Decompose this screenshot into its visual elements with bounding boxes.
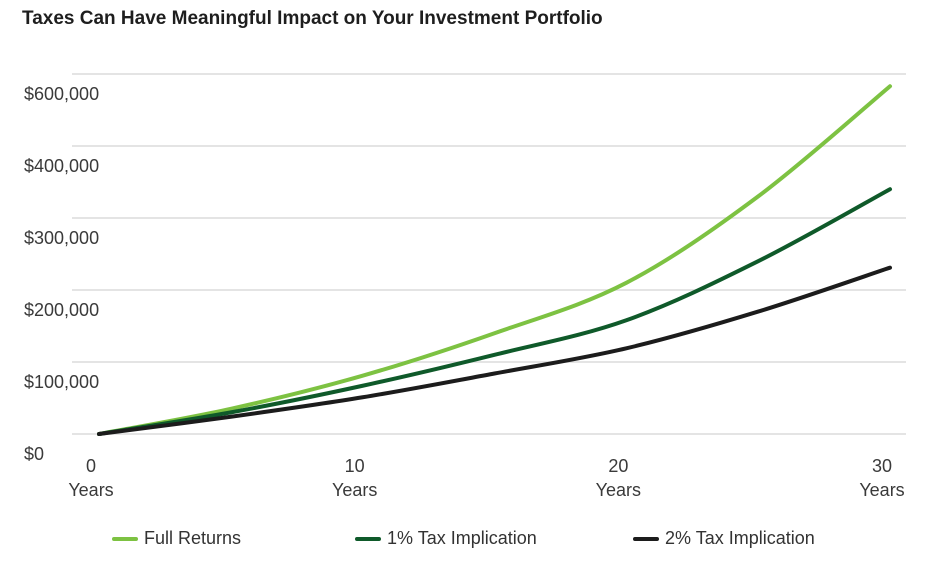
series-lines: [97, 84, 892, 436]
y-tick-label: $100,000: [24, 372, 99, 392]
x-tick-label: 10: [345, 456, 365, 476]
legend-swatch: [633, 536, 659, 541]
y-tick-label: $300,000: [24, 228, 99, 248]
legend-item: 2% Tax Implication: [633, 528, 815, 549]
y-tick-label: $400,000: [24, 156, 99, 176]
x-tick-sublabel: Years: [68, 480, 113, 500]
line-chart: $0 $100,000 $200,000 $300,000 $400,000 $600,0…: [24, 73, 906, 500]
y-tick-label: $200,000: [24, 300, 99, 320]
legend-label: 1% Tax Implication: [387, 528, 537, 548]
x-tick-label: 0: [86, 456, 96, 476]
x-tick-sublabel: Years: [859, 480, 904, 500]
series-line-2: [97, 187, 892, 436]
chart-title: Taxes Can Have Meaningful Impact on Your…: [22, 8, 603, 29]
x-tick-label: 30: [872, 456, 892, 476]
series-line-3: [97, 265, 892, 436]
series-line-1: [97, 84, 892, 436]
legend-swatch: [355, 536, 381, 541]
y-tick-label: $0: [24, 444, 44, 464]
x-tick-sublabel: Years: [332, 480, 377, 500]
gridlines: [72, 73, 906, 435]
legend-label: 2% Tax Implication: [665, 528, 815, 548]
legend-item: 1% Tax Implication: [355, 528, 537, 549]
x-tick-label: 20: [608, 456, 628, 476]
x-tick-sublabel: Years: [596, 480, 641, 500]
y-tick-label: $600,000: [24, 84, 99, 104]
x-axis-ticks: 0 Years 10 Years 20 Years 30 Years: [68, 456, 904, 500]
legend-item: Full Returns: [112, 528, 241, 549]
legend-swatch: [112, 536, 138, 541]
y-axis-ticks: $0 $100,000 $200,000 $300,000 $400,000 $600,0…: [24, 84, 99, 464]
legend: Full Returns 1% Tax Implication 2% Tax Imp…: [0, 528, 925, 558]
legend-label: Full Returns: [144, 528, 242, 548]
